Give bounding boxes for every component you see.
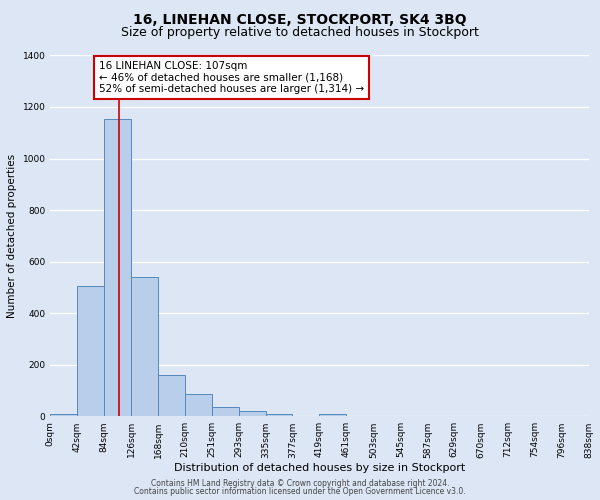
Bar — [266, 414, 292, 416]
X-axis label: Distribution of detached houses by size in Stockport: Distribution of detached houses by size … — [174, 463, 465, 473]
Bar — [239, 411, 266, 416]
Bar — [77, 286, 104, 416]
Bar — [158, 375, 185, 416]
Text: Contains HM Land Registry data © Crown copyright and database right 2024.: Contains HM Land Registry data © Crown c… — [151, 478, 449, 488]
Text: Size of property relative to detached houses in Stockport: Size of property relative to detached ho… — [121, 26, 479, 39]
Bar — [104, 118, 131, 416]
Bar — [212, 407, 239, 416]
Text: 16 LINEHAN CLOSE: 107sqm
← 46% of detached houses are smaller (1,168)
52% of sem: 16 LINEHAN CLOSE: 107sqm ← 46% of detach… — [99, 61, 364, 94]
Bar — [50, 414, 77, 416]
Bar — [319, 414, 346, 416]
Text: 16, LINEHAN CLOSE, STOCKPORT, SK4 3BQ: 16, LINEHAN CLOSE, STOCKPORT, SK4 3BQ — [133, 12, 467, 26]
Bar — [185, 394, 212, 416]
Bar — [131, 277, 158, 416]
Text: Contains public sector information licensed under the Open Government Licence v3: Contains public sector information licen… — [134, 487, 466, 496]
Y-axis label: Number of detached properties: Number of detached properties — [7, 154, 17, 318]
